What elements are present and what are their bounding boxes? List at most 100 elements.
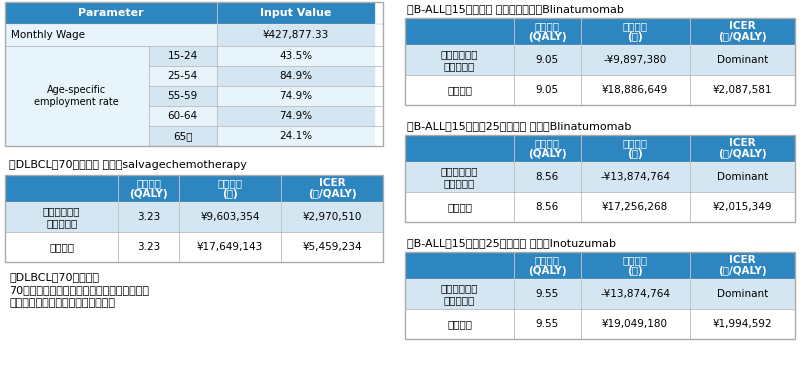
Text: 生産性損失を
含めた分析: 生産性損失を 含めた分析: [43, 206, 81, 228]
Text: 」DLBCL：70歳以上』: 」DLBCL：70歳以上』: [9, 272, 99, 282]
Text: Age-specific
employment rate: Age-specific employment rate: [34, 85, 119, 107]
Bar: [581, 192, 690, 222]
Text: 増分費用
(円): 増分費用 (円): [622, 138, 648, 159]
Text: 基本分析: 基本分析: [447, 319, 472, 329]
Bar: [118, 232, 179, 262]
Bar: [514, 162, 581, 192]
Bar: [149, 46, 217, 66]
Bar: [149, 126, 217, 146]
Bar: [690, 192, 795, 222]
Text: Dominant: Dominant: [717, 172, 768, 182]
Bar: [690, 18, 795, 45]
Bar: [405, 18, 795, 105]
Text: 増分費用
(円): 増分費用 (円): [622, 255, 648, 276]
Bar: [581, 18, 690, 45]
Bar: [118, 175, 179, 202]
Bar: [5, 46, 149, 146]
Text: 25-54: 25-54: [167, 71, 198, 81]
Text: 70歳以上の集団において就労している人の割: 70歳以上の集団において就労している人の割: [9, 285, 149, 295]
Bar: [149, 66, 217, 86]
Text: 24.1%: 24.1%: [279, 131, 313, 141]
Text: -¥9,897,380: -¥9,897,380: [603, 55, 666, 65]
Bar: [514, 309, 581, 339]
Text: 65～: 65～: [173, 131, 193, 141]
Text: 増分効果
(QALY): 増分効果 (QALY): [528, 255, 566, 276]
Bar: [405, 279, 514, 309]
Bar: [405, 75, 514, 105]
Bar: [179, 175, 281, 202]
Text: Parameter: Parameter: [78, 8, 144, 18]
Text: 基本分析: 基本分析: [447, 85, 472, 95]
Text: 増分費用
(円): 増分費用 (円): [622, 21, 648, 42]
Text: 増分効果
(QALY): 増分効果 (QALY): [130, 178, 168, 199]
Bar: [405, 252, 514, 279]
Text: 8.56: 8.56: [536, 172, 559, 182]
Text: ¥2,015,349: ¥2,015,349: [713, 202, 772, 212]
Text: Monthly Wage: Monthly Wage: [11, 30, 85, 40]
Text: 」B-ALL：15歳以上25歳未満』 比較：Inotuzumab: 」B-ALL：15歳以上25歳未満』 比較：Inotuzumab: [407, 238, 616, 248]
Bar: [5, 175, 383, 262]
Bar: [5, 2, 217, 24]
Bar: [281, 202, 383, 232]
Bar: [581, 75, 690, 105]
Bar: [149, 86, 217, 106]
Bar: [514, 279, 581, 309]
Text: ICER
(円/QALY): ICER (円/QALY): [308, 178, 356, 199]
Bar: [514, 75, 581, 105]
Text: 」DLBCL：70歳未満』 比較：salvagechemotherapy: 」DLBCL：70歳未満』 比較：salvagechemotherapy: [9, 160, 247, 170]
Bar: [581, 252, 690, 279]
Text: ¥427,877.33: ¥427,877.33: [263, 30, 329, 40]
Bar: [690, 252, 795, 279]
Text: 基本分析: 基本分析: [447, 202, 472, 212]
Text: 」B-ALL：15歳以上25歳未満』 比較：Blinatumomab: 」B-ALL：15歳以上25歳未満』 比較：Blinatumomab: [407, 121, 631, 131]
Text: ICER
(円/QALY): ICER (円/QALY): [718, 21, 766, 42]
Text: 74.9%: 74.9%: [279, 91, 313, 101]
Bar: [179, 202, 281, 232]
Bar: [5, 24, 217, 46]
Bar: [405, 135, 514, 162]
Bar: [581, 135, 690, 162]
Bar: [149, 106, 217, 126]
Text: 生産性損失を
含めた分析: 生産性損失を 含めた分析: [441, 283, 478, 305]
Bar: [5, 232, 118, 262]
Bar: [690, 135, 795, 162]
Bar: [514, 18, 581, 45]
Text: 増分効果
(QALY): 増分効果 (QALY): [528, 21, 566, 42]
Bar: [690, 279, 795, 309]
Bar: [690, 45, 795, 75]
Text: 増分効果
(QALY): 増分効果 (QALY): [528, 138, 566, 159]
Bar: [5, 202, 118, 232]
Bar: [405, 252, 795, 339]
Bar: [405, 309, 514, 339]
Text: 84.9%: 84.9%: [279, 71, 313, 81]
Bar: [405, 45, 514, 75]
Bar: [690, 75, 795, 105]
Text: 生産性損失を
含めた分析: 生産性損失を 含めた分析: [441, 166, 478, 188]
Text: 9.05: 9.05: [536, 55, 559, 65]
Bar: [217, 24, 375, 46]
Bar: [690, 309, 795, 339]
Bar: [5, 175, 118, 202]
Bar: [690, 162, 795, 192]
Bar: [281, 175, 383, 202]
Bar: [581, 309, 690, 339]
Bar: [217, 86, 375, 106]
Text: 43.5%: 43.5%: [279, 51, 313, 61]
Text: 9.05: 9.05: [536, 85, 559, 95]
Bar: [514, 135, 581, 162]
Text: ¥17,256,268: ¥17,256,268: [602, 202, 668, 212]
Text: 」B-ALL：15歳未満』 比較対照技術：Blinatumomab: 」B-ALL：15歳未満』 比較対照技術：Blinatumomab: [407, 4, 624, 14]
Text: 55-59: 55-59: [167, 91, 198, 101]
Bar: [581, 279, 690, 309]
Bar: [179, 232, 281, 262]
Text: 増分費用
(円): 増分費用 (円): [218, 178, 242, 199]
Text: 74.9%: 74.9%: [279, 111, 313, 121]
Text: ¥2,087,581: ¥2,087,581: [713, 85, 772, 95]
Text: ¥18,886,649: ¥18,886,649: [602, 85, 668, 95]
Text: -¥13,874,764: -¥13,874,764: [600, 289, 670, 299]
Text: Input Value: Input Value: [260, 8, 332, 18]
Text: Dominant: Dominant: [717, 289, 768, 299]
Bar: [405, 162, 514, 192]
Text: ¥9,603,354: ¥9,603,354: [200, 212, 260, 222]
Text: Dominant: Dominant: [717, 55, 768, 65]
